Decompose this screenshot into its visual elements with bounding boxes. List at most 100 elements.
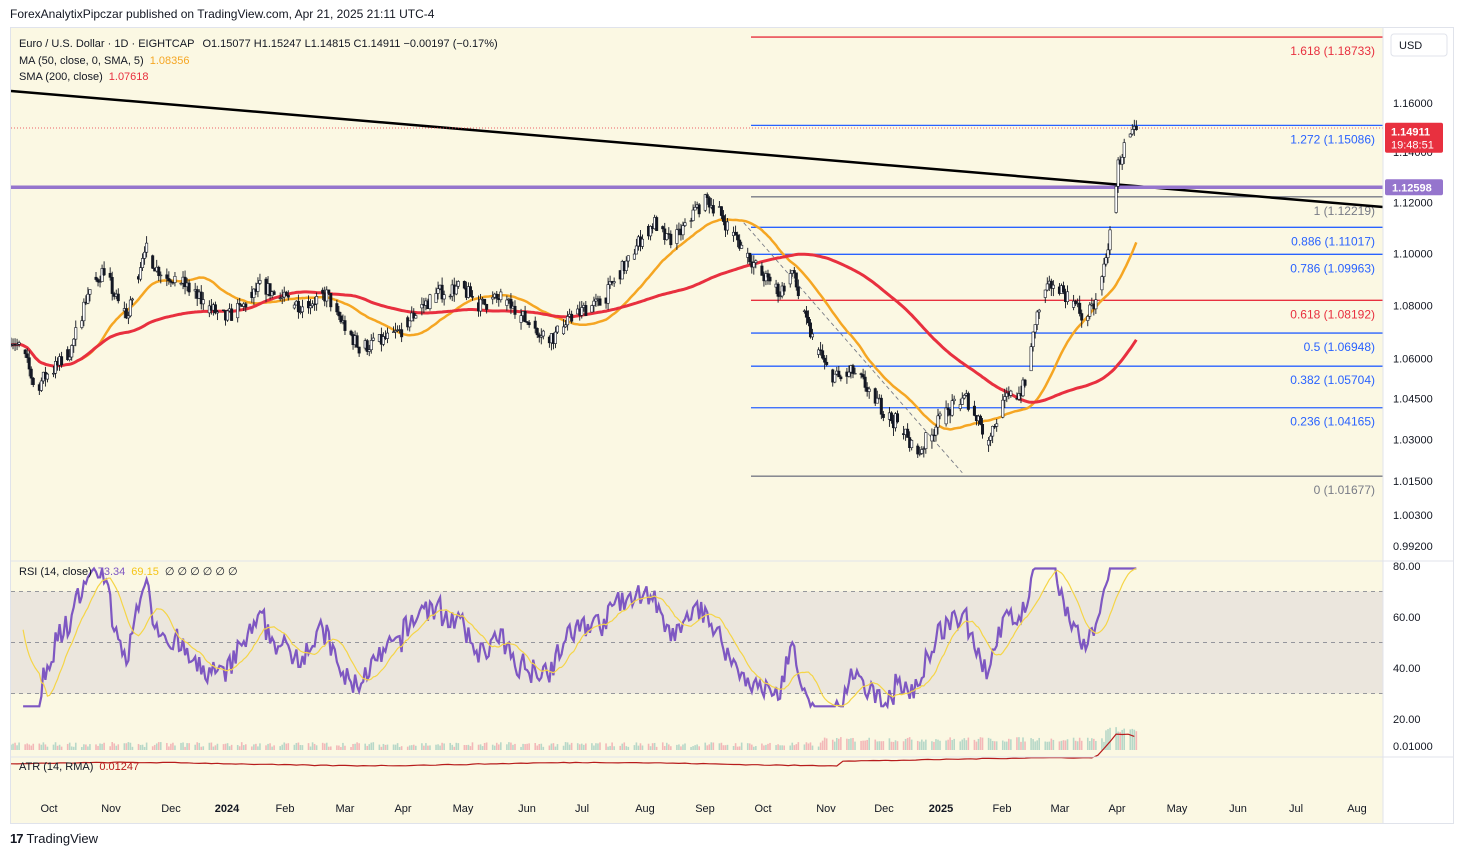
current-price-tag — [1385, 122, 1443, 153]
volume-bar — [767, 743, 769, 750]
volume-bar — [833, 741, 836, 750]
candle-body — [981, 424, 985, 435]
candle-body — [226, 310, 230, 321]
candle-body — [725, 221, 729, 231]
volume-bar — [783, 745, 785, 750]
volume-bar — [18, 742, 20, 750]
volume-bar — [967, 737, 970, 750]
volume-bar — [307, 743, 310, 750]
volume-bar — [240, 742, 243, 750]
rsi-legend: RSI (14, close) 73.34 69.15 ∅ ∅ ∅ ∅ ∅ ∅ — [19, 566, 238, 578]
volume-bar — [101, 743, 103, 750]
volume-bar — [12, 743, 14, 750]
volume-bar — [1050, 738, 1053, 750]
candle-body — [414, 315, 418, 319]
candle-body — [327, 289, 331, 294]
volume-bar — [168, 746, 170, 750]
volume-bar — [14, 742, 16, 750]
volume-bar — [222, 744, 225, 750]
volume-bar — [1058, 741, 1061, 750]
candle-body — [60, 356, 64, 366]
volume-bar — [30, 745, 33, 750]
chart-container[interactable]: 1.618 (1.18733) 1.272 (1.15086) 1 (1.12219… — [10, 27, 1454, 824]
volume-bar — [26, 743, 28, 750]
volume-bar — [1018, 737, 1020, 750]
candle-body — [768, 276, 772, 282]
candle-body — [776, 283, 780, 297]
fib-label-1.272: 1.272 (1.15086) — [1290, 132, 1375, 146]
candle-body — [215, 311, 219, 314]
fib-label-0.786: 0.786 (1.09963) — [1290, 261, 1375, 275]
volume-bar — [408, 745, 411, 750]
volume-bar — [892, 741, 895, 750]
volume-bar — [210, 742, 213, 750]
volume-bar — [429, 745, 431, 750]
candle-body — [213, 304, 217, 314]
volume-bar — [313, 743, 316, 750]
price-chart[interactable]: 1.618 (1.18733) 1.272 (1.15086) 1 (1.12219… — [11, 28, 1453, 823]
candle-body — [272, 291, 276, 295]
volume-bar — [965, 740, 968, 750]
volume-bar — [536, 745, 539, 750]
volume-bar — [882, 741, 885, 750]
volume-bar — [726, 744, 729, 750]
candle-body — [491, 296, 495, 300]
candle-body — [1066, 291, 1070, 302]
volume-bar — [975, 741, 978, 750]
candle-body — [167, 278, 171, 282]
volume-bar — [595, 743, 597, 750]
volume-bar — [961, 739, 964, 750]
candle-body — [325, 289, 329, 302]
candle-body — [98, 281, 102, 283]
candle-body — [339, 315, 343, 323]
volume-bar — [556, 744, 559, 750]
volume-bar — [803, 744, 806, 750]
volume-bar — [1131, 728, 1134, 750]
volume-bar — [279, 746, 281, 750]
volume-bar — [469, 746, 472, 750]
candle-body — [738, 239, 742, 249]
volume-bar — [769, 742, 771, 750]
volume-bar — [1076, 741, 1079, 750]
candle-body — [371, 337, 375, 341]
candle-body — [1061, 285, 1065, 293]
volume-bar — [860, 740, 862, 750]
candle-body — [321, 289, 325, 294]
volume-bar — [655, 746, 658, 750]
volume-bar — [609, 745, 611, 750]
candle-body — [280, 296, 284, 299]
volume-bar — [564, 742, 567, 750]
volume-bar — [1003, 741, 1006, 750]
volume-bar — [708, 744, 711, 750]
volume-bar — [443, 743, 445, 750]
candle-body — [519, 315, 523, 323]
volume-bar — [1022, 737, 1024, 750]
candle-body — [1134, 126, 1138, 131]
volume-bar — [724, 745, 727, 750]
candle-body — [794, 272, 798, 288]
candle-body — [1106, 249, 1110, 258]
volume-bar — [682, 744, 684, 750]
currency-button[interactable]: USD — [1390, 33, 1448, 57]
volume-bar — [1093, 738, 1095, 750]
volume-bar — [916, 740, 919, 750]
candle-body — [52, 372, 56, 375]
volume-bar — [665, 742, 668, 750]
volume-bar — [977, 738, 980, 750]
volume-bar — [807, 743, 810, 750]
candle-body — [179, 282, 183, 285]
volume-bar — [1048, 741, 1051, 750]
volume-bar — [251, 746, 253, 750]
candle-body — [553, 331, 557, 344]
candle-body — [808, 322, 812, 338]
volume-bar — [621, 743, 624, 750]
volume-bar — [738, 746, 741, 750]
volume-bar — [623, 742, 626, 750]
publisher-line: ForexAnalytixPipczar published on Tradin… — [10, 7, 435, 21]
x-axis-label: Aug — [1347, 803, 1367, 815]
volume-bar — [437, 744, 439, 750]
volume-bar — [155, 743, 158, 750]
candle-body — [1078, 302, 1082, 314]
candle-body — [116, 293, 120, 302]
candle-body — [505, 299, 509, 306]
